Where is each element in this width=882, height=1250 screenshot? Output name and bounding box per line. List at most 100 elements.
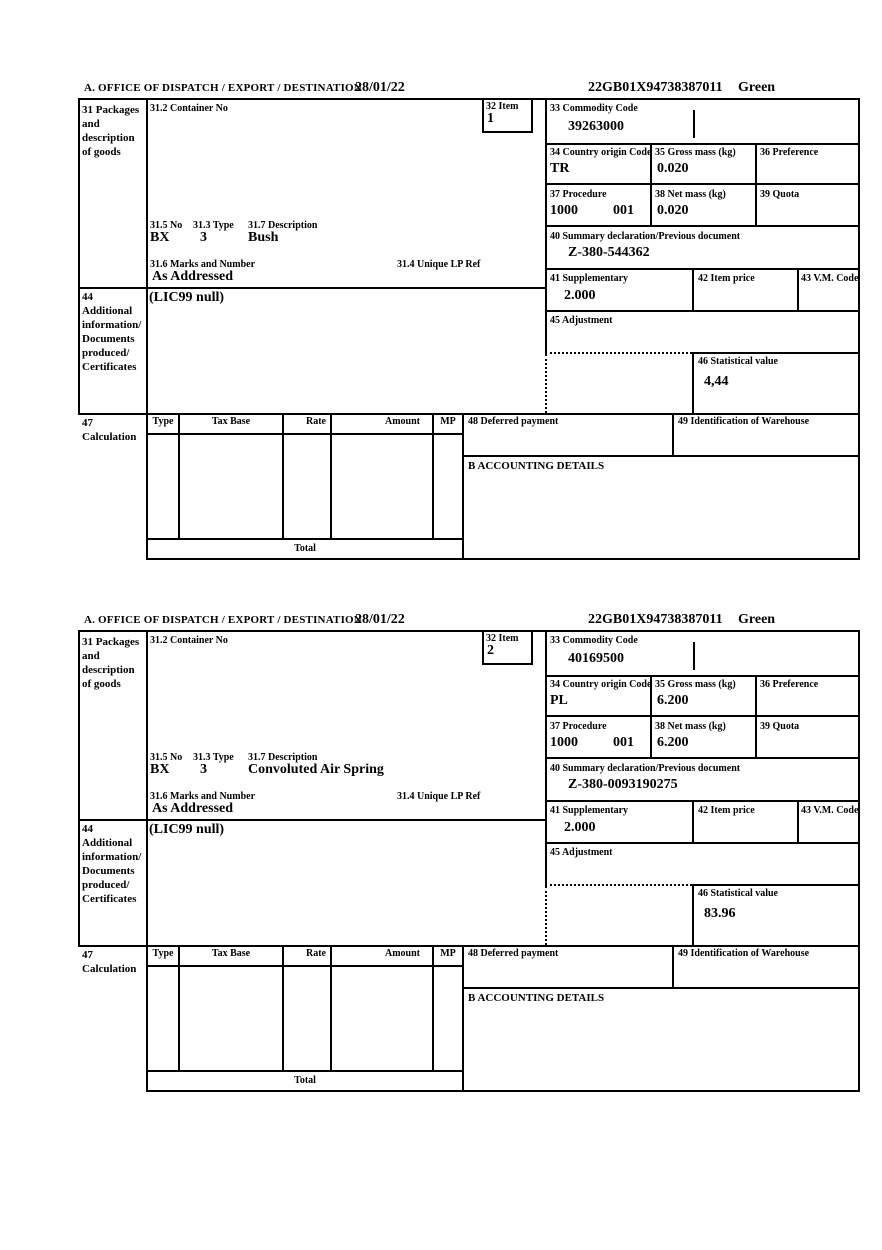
net-mass-label: 38 Net mass (kg): [655, 189, 726, 200]
line: [692, 352, 860, 354]
statistical-value-label: 46 Statistical value: [698, 356, 778, 367]
line: [545, 225, 860, 227]
total-label: Total: [294, 543, 316, 554]
previous-document-value: Z-380-0093190275: [568, 777, 678, 792]
dotted-line: [545, 884, 692, 886]
dispatch-date: 28/01/22: [355, 612, 405, 627]
column-header-rate: Rate: [306, 948, 326, 959]
box44-label: 44 Additional information/ Documents pro…: [82, 291, 142, 373]
preference-label: 36 Preference: [760, 147, 819, 158]
adjustment-label: 45 Adjustment: [550, 315, 613, 326]
line: [146, 558, 860, 560]
declaration-reference: 22GB01X94738387011: [588, 80, 723, 95]
line: [692, 884, 694, 945]
dispatch-date: 28/01/22: [355, 80, 405, 95]
commodity-code-label: 33 Commodity Code: [550, 103, 638, 114]
line: [462, 413, 464, 560]
gross-mass-label: 35 Gross mass (kg): [655, 679, 736, 690]
net-mass-value: 6.200: [657, 735, 689, 750]
net-mass-value: 0.020: [657, 203, 689, 218]
line: [78, 98, 860, 100]
line: [797, 800, 799, 844]
description-value: Convoluted Air Spring: [248, 762, 384, 777]
column-header-mp: MP: [440, 416, 456, 427]
line: [146, 433, 464, 435]
column-header-type: Type: [152, 948, 174, 959]
office-of-dispatch-heading: A. OFFICE OF DISPATCH / EXPORT / DESTINA…: [84, 82, 362, 94]
lp-ref-label: 31.4 Unique LP Ref: [397, 259, 481, 270]
line: [545, 183, 860, 185]
net-mass-label: 38 Net mass (kg): [655, 721, 726, 732]
previous-document-label: 40 Summary declaration/Previous document: [550, 763, 741, 774]
column-header-rate: Rate: [306, 416, 326, 427]
column-header-tax-base: Tax Base: [211, 416, 251, 427]
line: [672, 945, 674, 987]
line: [462, 987, 860, 989]
line: [858, 98, 860, 560]
line: [531, 98, 533, 133]
commodity-code-separator: [693, 642, 695, 670]
line: [755, 675, 757, 759]
line: [462, 945, 464, 1092]
item-section-2: A. OFFICE OF DISPATCH / EXPORT / DESTINA…: [78, 612, 860, 1092]
dotted-line: [545, 354, 547, 413]
description-value: Bush: [248, 230, 279, 245]
country-origin-value: PL: [550, 693, 568, 708]
commodity-code-value: 40169500: [568, 651, 624, 666]
line: [531, 630, 533, 665]
country-origin-label: 34 Country origin Code: [550, 147, 652, 158]
item-number-value: 2: [487, 643, 494, 658]
package-type-value: 3: [200, 230, 207, 245]
accounting-details-heading: B ACCOUNTING DETAILS: [468, 460, 605, 472]
gross-mass-value: 0.020: [657, 161, 689, 176]
line: [692, 268, 694, 312]
warehouse-label: 49 Identification of Warehouse: [678, 416, 810, 427]
gross-mass-value: 6.200: [657, 693, 689, 708]
supplementary-label: 41 Supplementary: [550, 805, 629, 816]
gross-mass-label: 35 Gross mass (kg): [655, 147, 736, 158]
line: [650, 675, 652, 759]
line: [545, 715, 860, 717]
column-header-mp: MP: [440, 948, 456, 959]
package-no-value: BX: [150, 230, 170, 245]
package-no-value: BX: [150, 762, 170, 777]
line: [432, 945, 434, 1072]
column-header-tax-base: Tax Base: [211, 948, 251, 959]
line: [330, 945, 332, 1072]
routing-indicator: Green: [738, 80, 776, 95]
procedure-value-2: 001: [613, 203, 634, 218]
dotted-line: [545, 886, 547, 945]
package-no-label: 31.5 No: [150, 752, 183, 763]
line: [282, 945, 284, 1072]
line: [755, 143, 757, 227]
box31-label: 31 Packages and description of goods: [82, 636, 140, 690]
column-header-type: Type: [152, 416, 174, 427]
procedure-label: 37 Procedure: [550, 721, 607, 732]
line: [545, 143, 860, 145]
line: [146, 965, 464, 967]
line: [282, 413, 284, 540]
supplementary-label: 41 Supplementary: [550, 273, 629, 284]
procedure-value: 1000: [550, 203, 578, 218]
previous-document-label: 40 Summary declaration/Previous document: [550, 231, 741, 242]
description-label: 31.7 Description: [248, 220, 318, 231]
line: [545, 800, 860, 802]
line: [146, 1070, 464, 1072]
line: [78, 819, 547, 821]
line: [78, 98, 80, 415]
item-price-label: 42 Item price: [698, 273, 755, 284]
column-header-amount: Amount: [384, 948, 420, 959]
warehouse-label: 49 Identification of Warehouse: [678, 948, 810, 959]
description-label: 31.7 Description: [248, 752, 318, 763]
box47-label: 47 Calculation: [82, 949, 137, 975]
declaration-reference: 22GB01X94738387011: [588, 612, 723, 627]
preference-label: 36 Preference: [760, 679, 819, 690]
line: [858, 630, 860, 1092]
line: [545, 268, 860, 270]
line: [482, 630, 484, 665]
line: [78, 945, 860, 947]
line: [482, 98, 484, 133]
line: [650, 143, 652, 227]
package-type-value: 3: [200, 762, 207, 777]
line: [78, 630, 860, 632]
